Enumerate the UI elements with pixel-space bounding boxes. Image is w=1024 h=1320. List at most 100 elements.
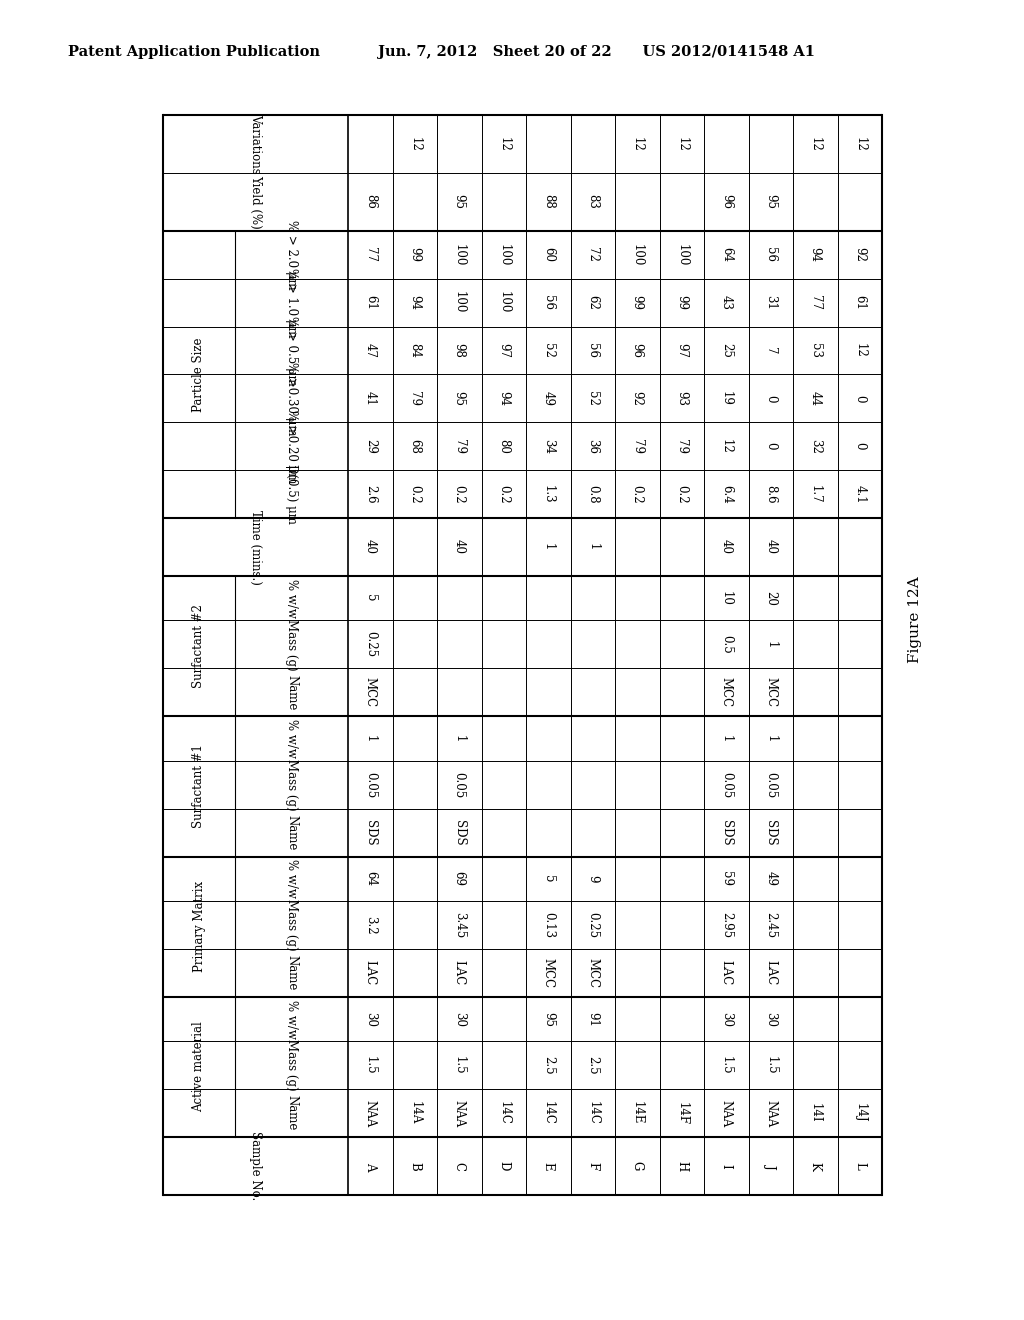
Text: 77: 77: [364, 247, 377, 263]
Text: 0.05: 0.05: [720, 772, 733, 797]
Text: 29: 29: [364, 438, 377, 454]
Text: 2.6: 2.6: [364, 484, 377, 503]
Text: 56: 56: [764, 247, 777, 263]
Text: 56: 56: [587, 343, 599, 358]
Text: 95: 95: [764, 194, 777, 210]
Text: 1: 1: [542, 544, 555, 550]
Text: Mass (g): Mass (g): [285, 759, 298, 810]
Text: J: J: [764, 1164, 777, 1168]
Text: 79: 79: [453, 438, 466, 454]
Text: 0: 0: [764, 395, 777, 403]
Text: MCC: MCC: [764, 677, 777, 708]
Text: 4.1: 4.1: [853, 484, 866, 503]
Text: SDS: SDS: [720, 820, 733, 845]
Text: 2.5: 2.5: [542, 1056, 555, 1074]
Text: 1.5: 1.5: [453, 1056, 466, 1074]
Text: Mass (g): Mass (g): [285, 899, 298, 950]
Text: Name: Name: [285, 814, 298, 850]
Text: 95: 95: [453, 194, 466, 210]
Text: 5: 5: [542, 875, 555, 883]
Text: 92: 92: [631, 391, 644, 405]
Text: 0.05: 0.05: [453, 772, 466, 797]
Text: K: K: [809, 1162, 821, 1171]
Text: D(0.5) μm: D(0.5) μm: [285, 465, 298, 524]
Text: Surfactant #1: Surfactant #1: [193, 744, 206, 829]
Text: 32: 32: [809, 438, 821, 454]
Text: 79: 79: [409, 391, 421, 405]
Text: 0.2: 0.2: [409, 484, 421, 503]
Text: % w/w: % w/w: [285, 999, 298, 1039]
Text: MCC: MCC: [587, 958, 599, 987]
Text: Name: Name: [285, 1096, 298, 1131]
Text: % w/w: % w/w: [285, 719, 298, 758]
Text: MCC: MCC: [364, 677, 377, 708]
Text: 2.5: 2.5: [587, 1056, 599, 1074]
Text: 99: 99: [675, 296, 688, 310]
Text: 100: 100: [453, 292, 466, 314]
Text: 99: 99: [631, 296, 644, 310]
Text: 12: 12: [853, 343, 866, 358]
Text: 31: 31: [764, 296, 777, 310]
Text: LAC: LAC: [453, 960, 466, 986]
Text: 0.2: 0.2: [498, 484, 510, 503]
Text: 49: 49: [542, 391, 555, 405]
Text: SDS: SDS: [364, 820, 377, 845]
Text: % >0.30 μm: % >0.30 μm: [285, 362, 298, 436]
Text: Mass (g): Mass (g): [285, 1039, 298, 1092]
Text: SDS: SDS: [453, 820, 466, 845]
Text: 1: 1: [720, 735, 733, 742]
Text: 100: 100: [675, 244, 688, 265]
Text: 30: 30: [764, 1011, 777, 1027]
Text: 6.4: 6.4: [720, 484, 733, 503]
Text: 62: 62: [587, 296, 599, 310]
Text: E: E: [542, 1162, 555, 1171]
Text: Sample No.: Sample No.: [249, 1131, 262, 1201]
Text: 1.5: 1.5: [720, 1056, 733, 1074]
Text: 1.5: 1.5: [364, 1056, 377, 1074]
Text: 12: 12: [498, 136, 510, 152]
Text: 86: 86: [364, 194, 377, 210]
Text: MCC: MCC: [542, 958, 555, 987]
Text: 2.95: 2.95: [720, 912, 733, 939]
Text: 14C: 14C: [587, 1101, 599, 1125]
Text: Variations: Variations: [249, 114, 262, 174]
Text: 2.45: 2.45: [764, 912, 777, 939]
Text: 94: 94: [498, 391, 510, 405]
Text: 80: 80: [498, 438, 510, 454]
Text: 12: 12: [809, 136, 821, 152]
Text: NAA: NAA: [764, 1100, 777, 1127]
Text: Yield (%): Yield (%): [249, 176, 262, 228]
Text: 49: 49: [764, 871, 777, 886]
Text: 1: 1: [364, 735, 377, 742]
Text: 0.25: 0.25: [364, 631, 377, 657]
Text: 69: 69: [453, 871, 466, 886]
Text: 14E: 14E: [631, 1101, 644, 1125]
Text: NAA: NAA: [720, 1100, 733, 1127]
Text: 0.5: 0.5: [720, 635, 733, 653]
Text: 0.05: 0.05: [764, 772, 777, 797]
Text: 1: 1: [764, 735, 777, 742]
Text: 0.2: 0.2: [675, 484, 688, 503]
Text: % w/w: % w/w: [285, 578, 298, 618]
Text: 93: 93: [675, 391, 688, 405]
Text: % >0.20 μm: % >0.20 μm: [285, 409, 298, 483]
Text: 96: 96: [720, 194, 733, 210]
Text: 25: 25: [720, 343, 733, 358]
Text: 12: 12: [631, 136, 644, 152]
Text: 0.25: 0.25: [587, 912, 599, 939]
Text: 88: 88: [542, 194, 555, 210]
Text: I: I: [720, 1164, 733, 1168]
Text: 0.13: 0.13: [542, 912, 555, 939]
Text: 91: 91: [587, 1011, 599, 1027]
Text: 61: 61: [853, 296, 866, 310]
Text: 97: 97: [675, 343, 688, 358]
Text: 98: 98: [453, 343, 466, 358]
Text: 64: 64: [720, 247, 733, 263]
Text: B: B: [409, 1162, 421, 1171]
Text: 12: 12: [720, 438, 733, 454]
Text: 40: 40: [764, 540, 777, 554]
Text: Time (mins.): Time (mins.): [249, 510, 262, 585]
Text: L: L: [853, 1162, 866, 1170]
Text: 14J: 14J: [853, 1104, 866, 1123]
Text: SDS: SDS: [764, 820, 777, 845]
